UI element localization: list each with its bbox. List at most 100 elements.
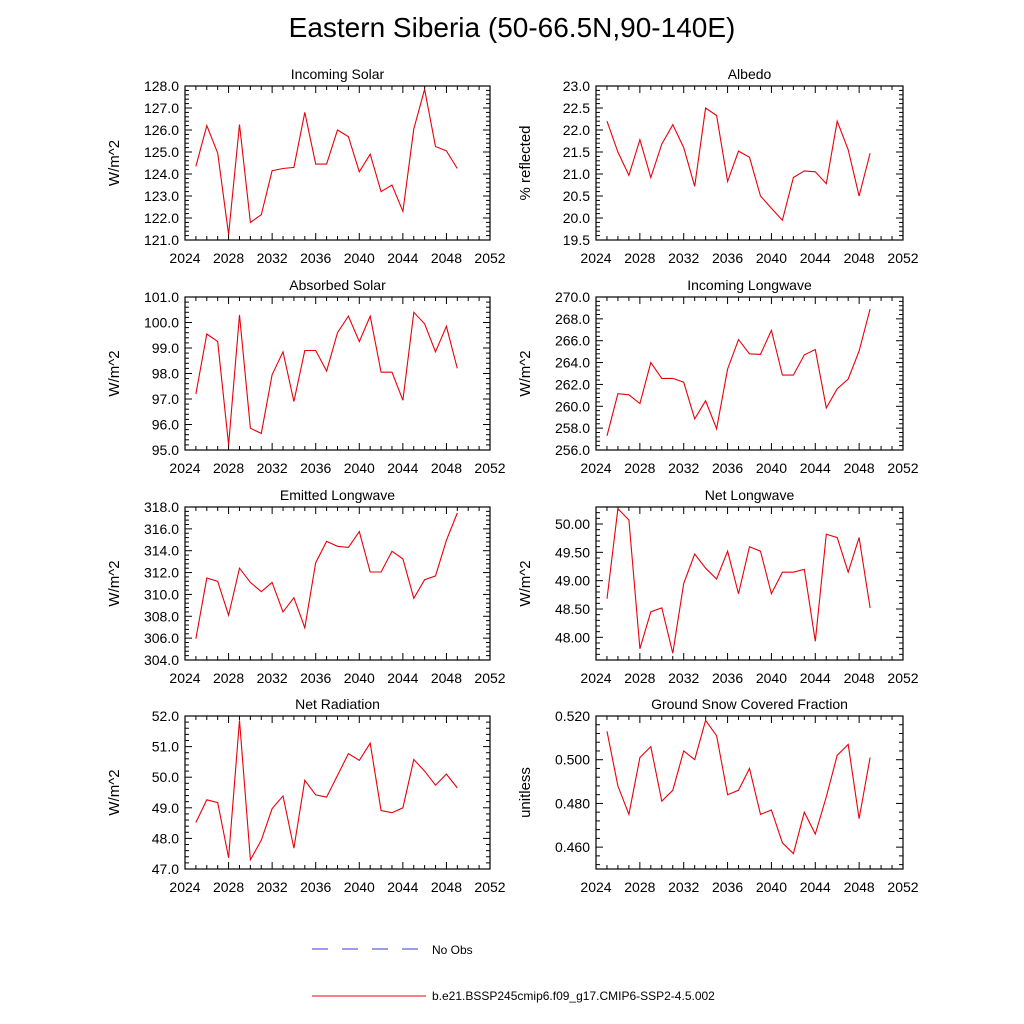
legend-obs-label: No Obs <box>432 943 473 957</box>
data-point <box>336 129 338 131</box>
data-point <box>445 773 447 775</box>
data-point <box>413 758 415 760</box>
data-point <box>661 143 663 145</box>
data-point <box>445 539 447 541</box>
data-point <box>693 418 695 420</box>
data-point <box>282 611 284 613</box>
x-tick-label: 2044 <box>387 460 418 476</box>
panel-title: Incoming Solar <box>291 66 385 82</box>
y-tick-label: 20.0 <box>563 210 590 226</box>
data-point <box>315 794 317 796</box>
data-point <box>282 167 284 169</box>
y-tick-label: 127.0 <box>144 100 179 116</box>
x-tick-label: 2032 <box>257 879 288 895</box>
data-point <box>282 351 284 353</box>
data-point <box>206 124 208 126</box>
data-point <box>825 407 827 409</box>
x-tick-label: 2028 <box>213 879 244 895</box>
data-point <box>423 770 425 772</box>
x-tick-label: 2048 <box>844 879 875 895</box>
panel-title: Net Radiation <box>295 696 380 712</box>
y-tick-label: 123.0 <box>144 188 179 204</box>
x-tick-label: 2024 <box>169 879 200 895</box>
data-point <box>715 114 717 116</box>
x-tick-label: 2024 <box>169 250 200 266</box>
y-tick-label: 312.0 <box>144 565 179 581</box>
y-tick-label: 100.0 <box>144 315 179 331</box>
data-point <box>249 427 251 429</box>
data-point <box>661 800 663 802</box>
y-tick-label: 21.5 <box>563 144 590 160</box>
panel-title: Albedo <box>728 66 772 82</box>
y-tick-label: 95.0 <box>152 442 179 458</box>
y-tick-label: 50.00 <box>555 516 590 532</box>
data-point <box>803 811 805 813</box>
data-point <box>869 308 871 310</box>
data-point <box>358 530 360 532</box>
data-point <box>704 107 706 109</box>
data-point <box>704 400 706 402</box>
data-point <box>206 577 208 579</box>
x-tick-label: 2040 <box>756 879 787 895</box>
y-tick-label: 48.0 <box>152 830 179 846</box>
x-tick-label: 2036 <box>712 879 743 895</box>
data-point <box>216 340 218 342</box>
data-point <box>423 88 425 90</box>
data-point <box>206 333 208 335</box>
x-tick-label: 2036 <box>300 670 331 686</box>
model-series-line <box>606 308 871 436</box>
data-point <box>650 176 652 178</box>
y-tick-label: 21.0 <box>563 166 590 182</box>
data-point <box>369 315 371 317</box>
y-tick-label: 124.0 <box>144 166 179 182</box>
y-tick-label: 316.0 <box>144 521 179 537</box>
data-point <box>858 195 860 197</box>
y-tick-label: 0.460 <box>555 839 590 855</box>
y-tick-label: 268.0 <box>555 311 590 327</box>
chart-panel-6: Net Longwave W/m^2 2024 2028 2032 2036 2040 204… <box>517 487 919 686</box>
data-point <box>781 374 783 376</box>
chart-panel-5: Emitted Longwave W/m^2 2024 2028 2032 2036 204… <box>106 487 506 686</box>
data-point <box>391 371 393 373</box>
data-point <box>293 166 295 168</box>
y-axis-label: W/m^2 <box>106 140 123 186</box>
model-series-line <box>195 89 458 235</box>
x-tick-label: 2024 <box>580 670 611 686</box>
data-point <box>639 402 641 404</box>
x-tick-label: 2044 <box>800 879 831 895</box>
data-point <box>402 210 404 212</box>
y-tick-label: 49.0 <box>152 800 179 816</box>
y-tick-label: 260.0 <box>555 398 590 414</box>
data-point <box>347 315 349 317</box>
x-tick-label: 2024 <box>169 670 200 686</box>
x-tick-label: 2048 <box>844 250 875 266</box>
data-point <box>693 185 695 187</box>
data-point <box>456 787 458 789</box>
data-point <box>380 190 382 192</box>
legend: No Obs b.e21.BSSP245cmip6.f09_g17.CMIP6-S… <box>312 943 715 1003</box>
x-tick-label: 2048 <box>431 250 462 266</box>
y-axis-label: W/m^2 <box>106 350 123 396</box>
data-point <box>456 367 458 369</box>
x-tick-label: 2052 <box>474 670 505 686</box>
y-tick-label: 310.0 <box>144 586 179 602</box>
data-point <box>869 152 871 154</box>
x-tick-label: 2052 <box>474 460 505 476</box>
data-point <box>238 314 240 316</box>
x-tick-label: 2028 <box>213 460 244 476</box>
data-point <box>847 378 849 380</box>
x-tick-label: 2048 <box>431 460 462 476</box>
x-tick-label: 2040 <box>344 879 375 895</box>
x-tick-label: 2024 <box>580 879 611 895</box>
chart-panel-7: Net Radiation W/m^2 2024 2028 2032 2036 2040 20… <box>106 696 506 895</box>
x-tick-label: 2032 <box>668 879 699 895</box>
data-point <box>347 752 349 754</box>
data-point <box>380 571 382 573</box>
data-point <box>445 150 447 152</box>
y-tick-label: 270.0 <box>555 289 590 305</box>
data-point <box>402 399 404 401</box>
x-tick-label: 2052 <box>887 250 918 266</box>
x-tick-label: 2048 <box>844 460 875 476</box>
data-point <box>347 135 349 137</box>
x-tick-label: 2044 <box>387 879 418 895</box>
